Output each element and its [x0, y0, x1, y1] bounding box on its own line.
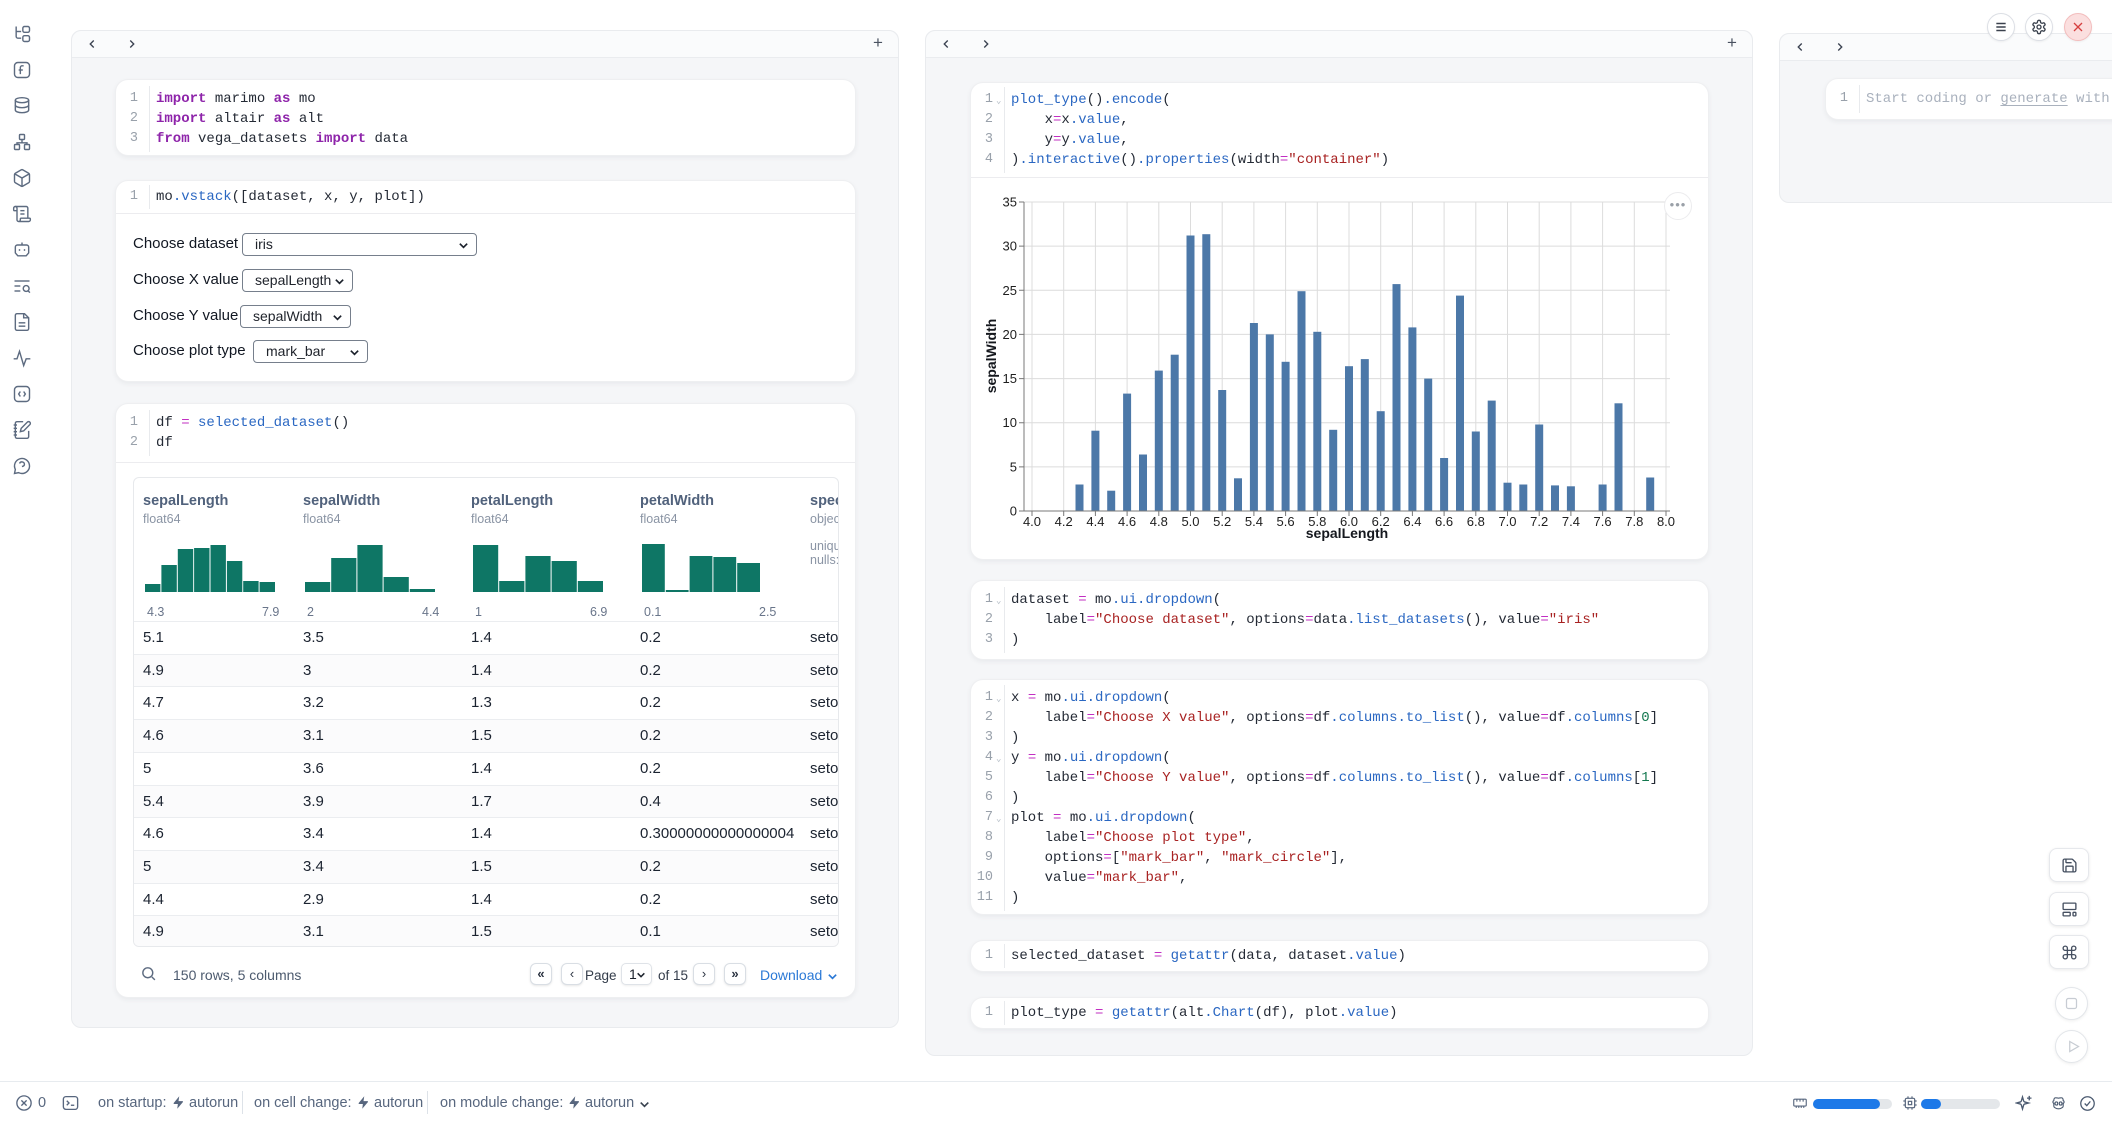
svg-text:6.6: 6.6 — [1435, 514, 1453, 529]
svg-text:4.6: 4.6 — [1118, 514, 1136, 529]
svg-text:6.0: 6.0 — [1340, 514, 1358, 529]
svg-text:30: 30 — [1003, 239, 1017, 254]
svg-text:7.8: 7.8 — [1625, 514, 1643, 529]
svg-text:5.8: 5.8 — [1308, 514, 1326, 529]
svg-text:sepalWidth: sepalWidth — [983, 319, 999, 394]
svg-text:5: 5 — [1010, 459, 1017, 474]
svg-text:7.0: 7.0 — [1498, 514, 1516, 529]
svg-text:4.0: 4.0 — [1023, 514, 1041, 529]
svg-text:7.6: 7.6 — [1594, 514, 1612, 529]
svg-text:20: 20 — [1003, 327, 1017, 342]
svg-text:8.0: 8.0 — [1657, 514, 1675, 529]
svg-text:7.2: 7.2 — [1530, 514, 1548, 529]
svg-text:6.4: 6.4 — [1403, 514, 1421, 529]
svg-text:35: 35 — [1003, 195, 1017, 210]
svg-text:25: 25 — [1003, 283, 1017, 298]
svg-text:5.6: 5.6 — [1277, 514, 1295, 529]
svg-text:6.2: 6.2 — [1372, 514, 1390, 529]
svg-text:0: 0 — [1010, 504, 1017, 519]
svg-text:5.0: 5.0 — [1181, 514, 1199, 529]
svg-text:5.4: 5.4 — [1245, 514, 1263, 529]
svg-text:4.2: 4.2 — [1055, 514, 1073, 529]
svg-text:4.4: 4.4 — [1086, 514, 1104, 529]
svg-text:10: 10 — [1003, 415, 1017, 430]
svg-text:sepalLength: sepalLength — [1306, 525, 1388, 541]
svg-text:15: 15 — [1003, 371, 1017, 386]
svg-text:7.4: 7.4 — [1562, 514, 1580, 529]
svg-text:5.2: 5.2 — [1213, 514, 1231, 529]
svg-text:4.8: 4.8 — [1150, 514, 1168, 529]
svg-text:6.8: 6.8 — [1467, 514, 1485, 529]
